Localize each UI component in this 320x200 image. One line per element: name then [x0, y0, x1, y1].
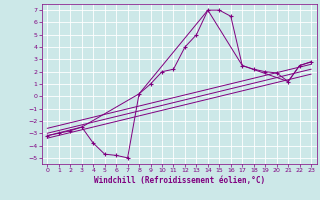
X-axis label: Windchill (Refroidissement éolien,°C): Windchill (Refroidissement éolien,°C) [94, 176, 265, 185]
